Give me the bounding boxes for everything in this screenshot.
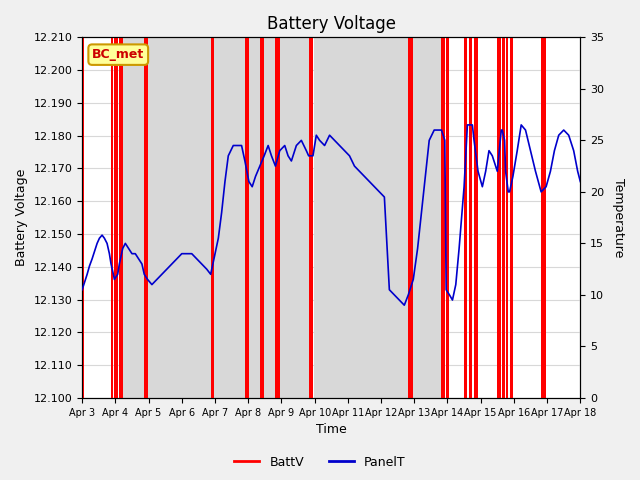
Bar [260, 37, 264, 398]
Bar [111, 37, 113, 398]
Bar [497, 37, 501, 398]
Bar [413, 37, 442, 398]
Bar [469, 37, 472, 398]
Bar [115, 37, 118, 398]
Bar [144, 37, 148, 398]
Y-axis label: Battery Voltage: Battery Voltage [15, 169, 28, 266]
Bar [308, 37, 313, 398]
Bar [245, 37, 249, 398]
Bar [123, 37, 308, 398]
Title: Battery Voltage: Battery Voltage [267, 15, 396, 33]
Bar [541, 37, 546, 398]
Bar [474, 37, 478, 398]
Bar [211, 37, 214, 398]
Bar [314, 37, 408, 398]
Bar [82, 37, 84, 398]
Text: BC_met: BC_met [92, 48, 145, 61]
Bar [275, 37, 280, 398]
Bar [442, 37, 445, 398]
Bar [408, 37, 413, 398]
Bar [502, 37, 504, 398]
Bar [119, 37, 123, 398]
Bar [464, 37, 467, 398]
Legend: BattV, PanelT: BattV, PanelT [229, 451, 411, 474]
Bar [509, 37, 513, 398]
Y-axis label: Temperature: Temperature [612, 178, 625, 257]
Bar [446, 37, 449, 398]
Bar [506, 37, 508, 398]
X-axis label: Time: Time [316, 423, 347, 436]
